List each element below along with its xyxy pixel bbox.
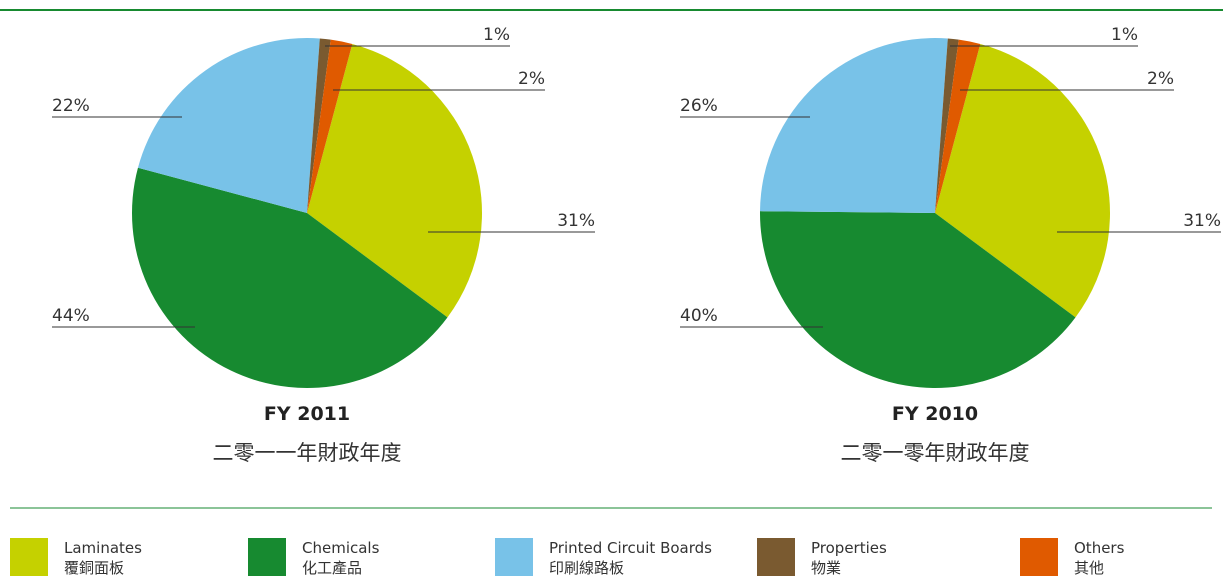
pie-slice bbox=[307, 38, 331, 213]
legend-swatch bbox=[10, 538, 48, 576]
legend-label: Properties bbox=[811, 539, 887, 557]
pie-slice bbox=[307, 39, 353, 214]
value-label: 31% bbox=[557, 211, 595, 231]
legend-swatch bbox=[248, 538, 286, 576]
legend-swatch bbox=[757, 538, 795, 576]
value-label: 2% bbox=[1147, 69, 1174, 89]
value-label: 40% bbox=[680, 306, 718, 326]
pie-slice bbox=[137, 38, 320, 214]
value-label: 26% bbox=[680, 96, 718, 116]
legend-label-zh: 物業 bbox=[811, 559, 841, 577]
chart-subtitle: 二零一零年財政年度 bbox=[841, 441, 1030, 465]
value-label: 1% bbox=[483, 25, 510, 45]
legend-label: Laminates bbox=[64, 539, 142, 557]
pie-slice bbox=[132, 167, 448, 388]
value-label: 44% bbox=[52, 306, 90, 326]
value-label: 1% bbox=[1111, 25, 1138, 45]
legend-label-zh: 其他 bbox=[1074, 559, 1104, 577]
legend-label-zh: 化工產品 bbox=[302, 559, 362, 577]
legend-label: Printed Circuit Boards bbox=[549, 539, 712, 557]
pie-slice bbox=[935, 38, 959, 213]
chart-subtitle: 二零一一年財政年度 bbox=[213, 441, 402, 465]
legend-swatch bbox=[1020, 538, 1058, 576]
pie-slice bbox=[935, 39, 981, 214]
value-label: 31% bbox=[1183, 211, 1221, 231]
legend-label-zh: 印刷線路板 bbox=[549, 559, 624, 577]
pie-slice bbox=[307, 43, 483, 318]
value-label: 22% bbox=[52, 96, 90, 116]
pie-slice bbox=[760, 211, 1076, 388]
value-label: 2% bbox=[518, 69, 545, 89]
legend-label: Chemicals bbox=[302, 539, 380, 557]
chart-title: FY 2011 bbox=[264, 403, 350, 425]
legend-label-zh: 覆銅面板 bbox=[64, 559, 124, 577]
chart-title: FY 2010 bbox=[892, 403, 978, 425]
legend-label: Others bbox=[1074, 539, 1125, 557]
pie-slice bbox=[760, 38, 948, 213]
pie-slice bbox=[935, 43, 1110, 318]
legend-swatch bbox=[495, 538, 533, 576]
